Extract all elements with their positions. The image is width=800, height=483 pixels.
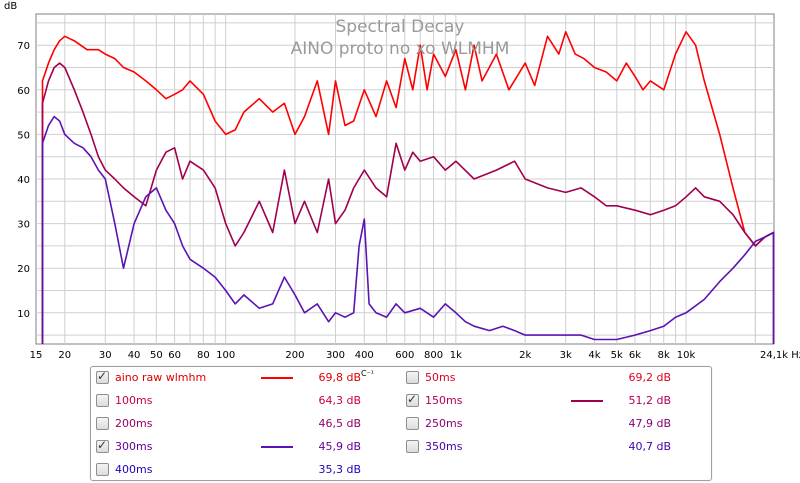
x-tick-label: 5k [611, 350, 623, 361]
x-tick-label: 4k [588, 350, 600, 361]
legend: ✓ aino raw wlmhm 69,8 dB C⁻¹ 50ms 69,2 d… [90, 366, 712, 481]
legend-line-swatch [261, 446, 293, 448]
legend-series-value: 69,2 dB [628, 371, 671, 384]
legend-checkbox[interactable] [96, 417, 109, 430]
y-axis-label: dB [4, 1, 17, 12]
legend-item-300ms[interactable]: ✓ 300ms 45,9 dB [91, 436, 401, 459]
check-icon: ✓ [97, 369, 108, 383]
x-tick-label: 30 [99, 350, 112, 361]
legend-row: 100ms 64,3 dB ✓ 150ms 51,2 dB [91, 390, 711, 413]
legend-series-value: 46,5 dB [318, 417, 361, 430]
x-tick-label: 80 [197, 350, 210, 361]
chart-title: Spectral Decay [336, 17, 465, 37]
x-tick-label: 300 [326, 350, 345, 361]
legend-series-name: 50ms [425, 371, 456, 384]
x-tick-label: 50 [150, 350, 163, 361]
legend-row: ✓ aino raw wlmhm 69,8 dB C⁻¹ 50ms 69,2 d… [91, 367, 711, 390]
x-tick-label: 3k [560, 350, 572, 361]
y-tick-label: 20 [17, 264, 30, 275]
y-tick-label: 40 [17, 175, 30, 186]
x-tick-label: 200 [285, 350, 304, 361]
legend-series-value: 47,9 dB [628, 417, 671, 430]
legend-item-400ms[interactable]: 400ms 35,3 dB [91, 459, 401, 482]
legend-item-100ms[interactable]: 100ms 64,3 dB [91, 390, 401, 413]
axis-ticks: 15 20 30 40 50 60 80 100 200 300 400 600 800 1k 2k 3k 4k… [17, 41, 800, 361]
x-tick-label: 400 [355, 350, 374, 361]
y-tick-label: 70 [17, 41, 30, 52]
x-tick-label: 1k [450, 350, 462, 361]
chart-subtitle: AINO proto no xo WLMHM [291, 39, 510, 59]
legend-series-name: 150ms [425, 394, 463, 407]
legend-item-250ms[interactable]: 250ms 47,9 dB [401, 413, 711, 436]
legend-series-name: 350ms [425, 440, 463, 453]
legend-series-value: 51,2 dB [628, 394, 671, 407]
y-tick-label: 30 [17, 220, 30, 231]
x-tick-label: 24,1k Hz [760, 350, 800, 361]
y-tick-label: 50 [17, 130, 30, 141]
legend-series-value: 45,9 dB [318, 440, 361, 453]
legend-checkbox[interactable] [406, 371, 419, 384]
legend-line-swatch [261, 377, 293, 379]
legend-checkbox[interactable] [406, 440, 419, 453]
legend-checkbox[interactable]: ✓ [96, 369, 109, 384]
legend-item-150ms[interactable]: ✓ 150ms 51,2 dB [401, 390, 711, 413]
y-tick-label: 10 [17, 309, 30, 320]
legend-checkbox[interactable] [96, 394, 109, 407]
y-tick-label: 60 [17, 86, 30, 97]
x-tick-label: 10k [677, 350, 696, 361]
legend-series-name: 300ms [115, 440, 153, 453]
legend-line-swatch [571, 400, 603, 402]
legend-item-aino-raw[interactable]: ✓ aino raw wlmhm 69,8 dB C⁻¹ [91, 367, 401, 390]
x-tick-label: 40 [128, 350, 141, 361]
legend-row: 200ms 46,5 dB 250ms 47,9 dB [91, 413, 711, 436]
series-line-150ms [41, 62, 775, 344]
spectral-decay-chart[interactable]: 15 20 30 40 50 60 80 100 200 300 400 600 800 1k 2k 3k 4k… [0, 0, 800, 365]
legend-item-50ms[interactable]: 50ms 69,2 dB [401, 367, 711, 390]
legend-item-200ms[interactable]: 200ms 46,5 dB [91, 413, 401, 436]
series-line-aino-raw-wlmhm [41, 31, 775, 344]
legend-checkbox[interactable]: ✓ [406, 392, 419, 407]
legend-series-name: 250ms [425, 417, 463, 430]
legend-series-name: 400ms [115, 463, 153, 476]
x-tick-label: 6k [629, 350, 641, 361]
legend-checkbox[interactable] [406, 417, 419, 430]
check-icon: ✓ [407, 392, 418, 406]
x-tick-label: 20 [58, 350, 71, 361]
legend-item-350ms[interactable]: 350ms 40,7 dB [401, 436, 711, 459]
x-tick-label: 800 [424, 350, 443, 361]
legend-checkbox[interactable] [96, 463, 109, 476]
legend-series-value: 69,8 dB [318, 371, 361, 384]
legend-series-name: 100ms [115, 394, 153, 407]
legend-series-value: 35,3 dB [318, 463, 361, 476]
x-tick-label: 15 [30, 350, 43, 361]
legend-series-name: aino raw wlmhm [115, 371, 207, 384]
cursor-label: C⁻¹ [361, 369, 375, 378]
x-tick-label: 2k [519, 350, 531, 361]
x-tick-label: 60 [168, 350, 181, 361]
legend-row: ✓ 300ms 45,9 dB 350ms 40,7 dB [91, 436, 711, 459]
x-tick-label: 8k [658, 350, 670, 361]
series-line-300ms [41, 115, 775, 344]
check-icon: ✓ [97, 438, 108, 452]
legend-series-value: 64,3 dB [318, 394, 361, 407]
legend-row: 400ms 35,3 dB [91, 459, 711, 482]
legend-checkbox[interactable]: ✓ [96, 438, 109, 453]
legend-series-name: 200ms [115, 417, 153, 430]
x-tick-label: 600 [395, 350, 414, 361]
series-lines [41, 31, 775, 344]
legend-series-value: 40,7 dB [628, 440, 671, 453]
x-tick-label: 100 [216, 350, 235, 361]
